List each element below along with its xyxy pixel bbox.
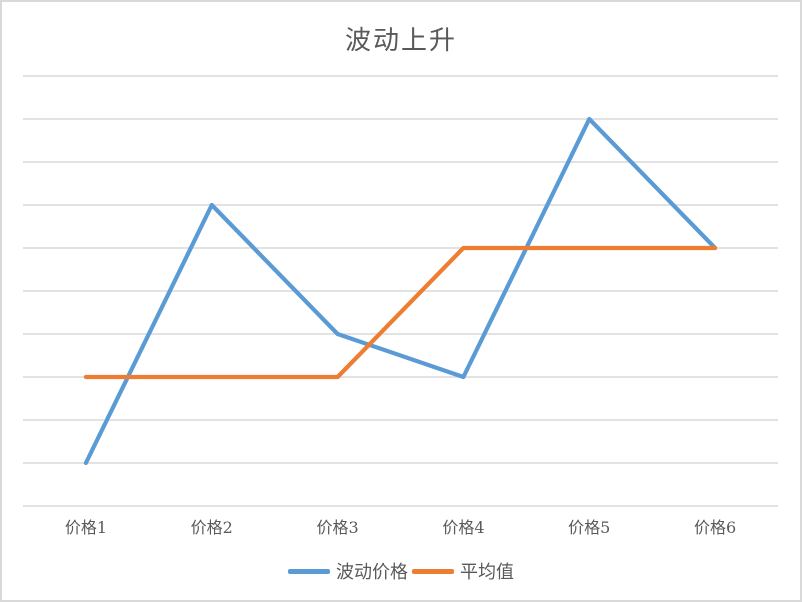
x-axis-label: 价格1 [64,518,107,537]
series-line-2 [83,245,718,380]
legend-label: 波动价格 [336,562,408,583]
chart-title: 波动上升 [344,26,457,56]
legend-label: 平均值 [460,562,514,583]
x-axis-label: 价格2 [190,518,233,537]
legend-item: 平均值 [412,558,514,584]
x-axis-label: 价格5 [568,518,611,537]
x-axis-label: 价格3 [316,518,359,537]
legend-swatch [412,568,454,574]
series-line-1 [83,116,718,466]
legend: 波动价格 平均值 [2,558,800,584]
legend-swatch [288,568,330,574]
x-axis: 价格1 价格2 价格3 价格4 价格5 价格6 [2,514,800,538]
x-axis-label: 价格4 [442,518,485,537]
legend-item: 波动价格 [288,558,408,584]
x-axis-label: 价格6 [693,518,737,537]
gridlines [23,75,778,507]
